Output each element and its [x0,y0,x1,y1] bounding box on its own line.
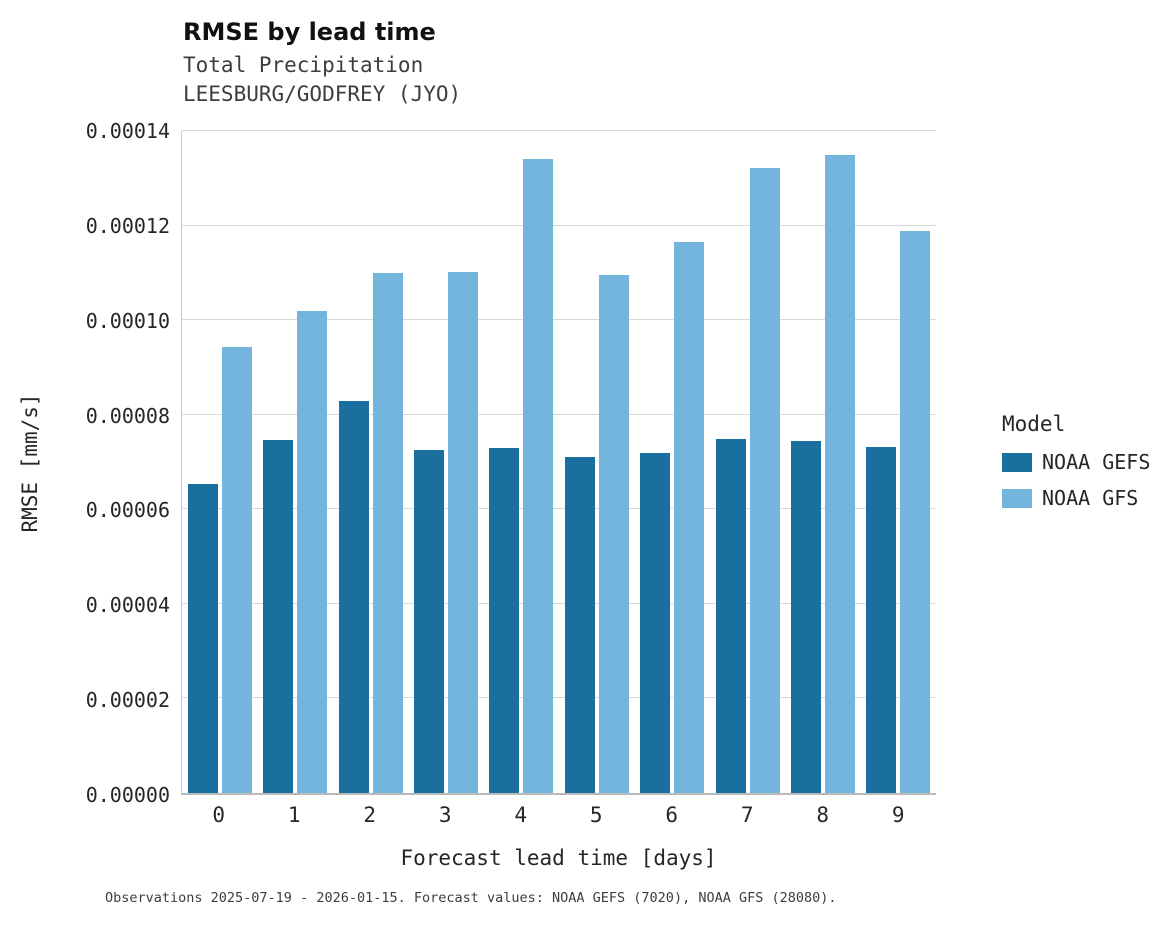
x-tick-label: 3 [438,803,452,827]
legend-entry-noaa-gfs: NOAA GFS [1002,486,1150,510]
x-tick-label: 6 [665,803,679,827]
legend-title: Model [1002,412,1066,436]
bar-noaa-gfs-2 [372,272,403,793]
bar-noaa-gfs-3 [447,272,478,793]
bar-group-3 [408,131,483,793]
bar-noaa-gefs-0 [187,484,218,793]
legend: Model NOAA GEFS NOAA GFS [1002,412,1150,522]
x-tick-label: 0 [212,803,226,827]
bar-group-2 [333,131,408,793]
bar-groups [182,131,936,793]
bar-noaa-gefs-4 [489,448,520,793]
x-axis-label: Forecast lead time [days] [400,846,717,870]
legend-label: NOAA GEFS [1042,450,1151,474]
bar-group-5 [559,131,634,793]
bar-group-6 [634,131,709,793]
bar-noaa-gfs-9 [900,231,931,793]
y-tick-label: 0.00012 [85,213,170,238]
x-tick-label: 2 [363,803,377,827]
y-tick-label: 0.00008 [85,403,170,428]
legend-entries: NOAA GEFS NOAA GFS [1002,450,1150,510]
x-axis-tick-labels: 0 1 2 3 4 5 6 7 8 9 [181,803,936,827]
legend-swatch [1002,452,1032,472]
bar-noaa-gfs-4 [523,158,554,793]
bar-noaa-gfs-0 [221,347,252,793]
bar-noaa-gfs-1 [297,311,328,793]
y-axis-label: RMSE [mm/s] [18,393,42,533]
gridline [182,413,936,415]
x-tick-label: 7 [740,803,754,827]
bar-noaa-gfs-8 [824,155,855,793]
x-tick-label: 4 [514,803,528,827]
y-tick-label: 0.00014 [85,119,170,143]
bar-noaa-gefs-8 [790,440,821,793]
x-tick-label: 8 [816,803,830,827]
gridline [182,224,936,226]
bar-noaa-gefs-5 [564,456,595,793]
bar-group-0 [182,131,257,793]
y-tick-label: 0.00000 [85,783,170,807]
y-tick-label: 0.00006 [85,498,170,523]
gridline [182,602,936,604]
bar-noaa-gefs-9 [866,447,897,793]
bar-noaa-gefs-1 [263,440,294,793]
x-tick-label: 5 [589,803,603,827]
gridline [182,319,936,321]
legend-entry-noaa-gefs: NOAA GEFS [1002,450,1150,474]
chart-subtitle-variable: Total Precipitation [183,53,424,77]
bar-noaa-gfs-7 [749,167,780,793]
x-tick-label: 9 [891,803,905,827]
bar-group-7 [710,131,785,793]
bar-noaa-gefs-2 [338,401,369,793]
bar-noaa-gfs-6 [674,241,705,793]
gridline [182,697,936,699]
y-tick-label: 0.00010 [85,308,170,333]
bar-noaa-gfs-5 [598,275,629,793]
chart-subtitle-station: LEESBURG/GODFREY (JYO) [183,82,462,106]
y-tick-label: 0.00002 [85,688,170,713]
bar-noaa-gefs-6 [640,452,671,793]
legend-swatch [1002,488,1032,508]
chart-caption: Observations 2025-07-19 - 2026-01-15. Fo… [105,890,837,906]
bar-group-9 [861,131,936,793]
bar-group-1 [257,131,332,793]
bar-noaa-gefs-7 [715,439,746,793]
bar-group-4 [484,131,559,793]
y-tick-label: 0.00004 [85,593,170,618]
gridline [182,130,936,131]
legend-label: NOAA GFS [1042,486,1139,510]
y-axis-tick-labels: 0.00000 0.00002 0.00004 0.00006 0.00008 0.000… [50,119,170,807]
bar-noaa-gefs-3 [413,449,444,793]
plot-area [181,130,936,795]
x-tick-label: 1 [287,803,301,827]
gridline [182,508,936,510]
bar-group-8 [785,131,860,793]
chart-title: RMSE by lead time [183,18,436,46]
